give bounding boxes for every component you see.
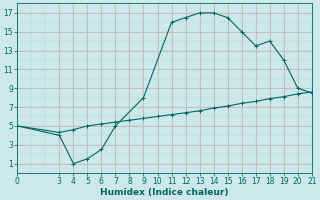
X-axis label: Humidex (Indice chaleur): Humidex (Indice chaleur) bbox=[100, 188, 229, 197]
